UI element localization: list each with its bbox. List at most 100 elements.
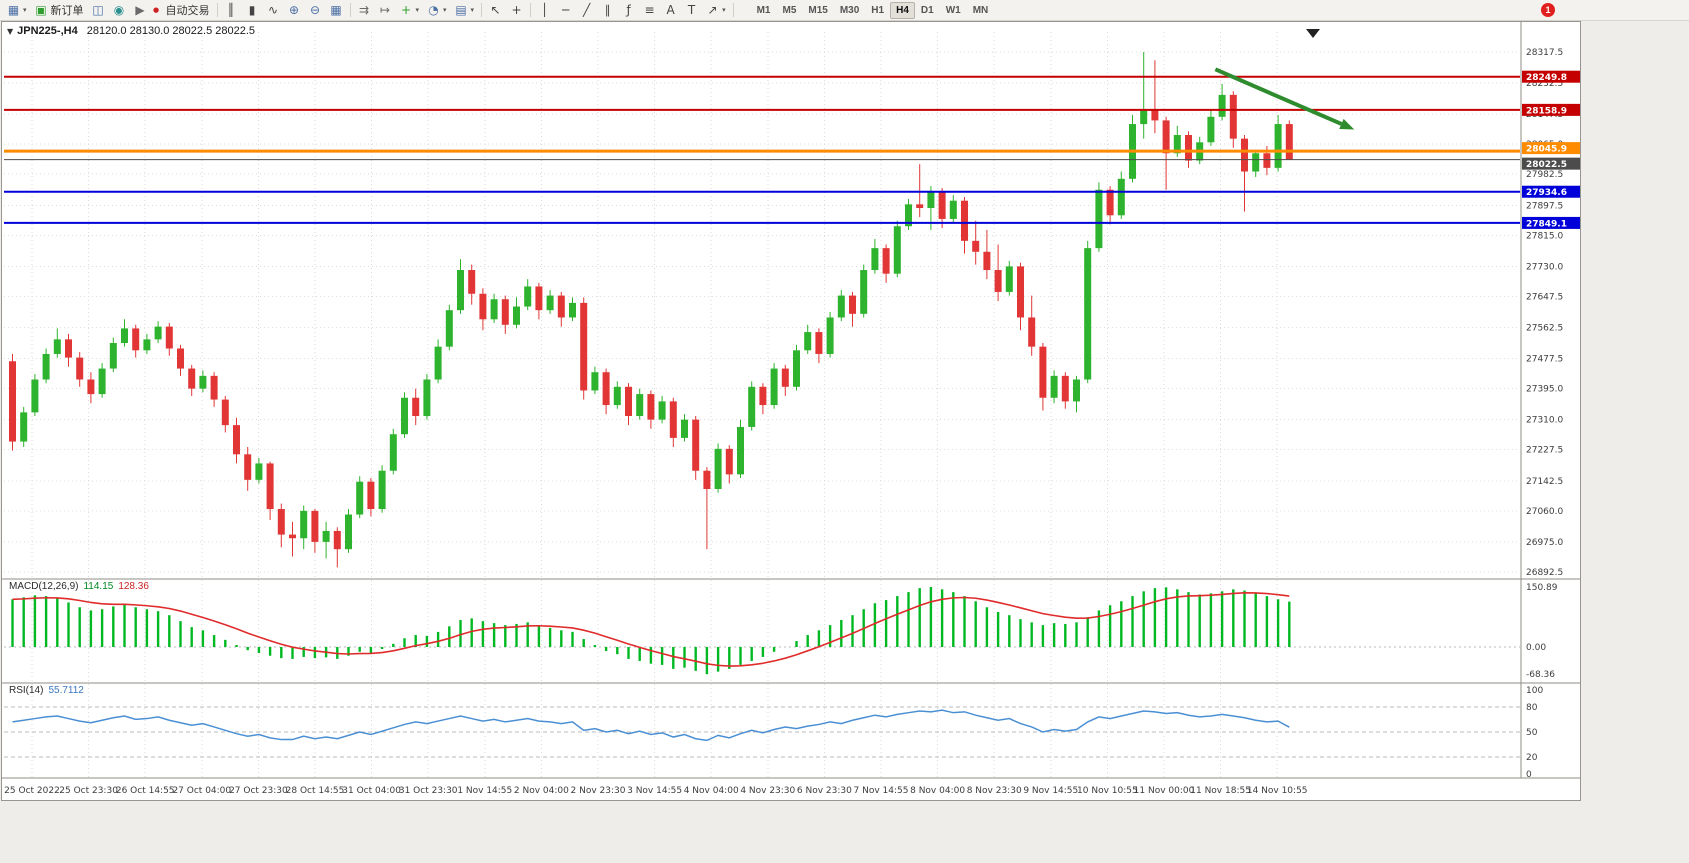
candle-body	[177, 348, 184, 369]
candle-body	[76, 357, 84, 380]
timeframe-button-d1[interactable]: D1	[920, 4, 934, 16]
candle-body	[658, 401, 666, 420]
line-chart-icon: ∿	[267, 2, 279, 17]
macd-axis-label: 150.89	[1526, 583, 1558, 593]
indicators-button[interactable]: + ▾	[396, 1, 424, 20]
candle-body	[692, 419, 700, 471]
candle-body	[1252, 153, 1260, 172]
ohlc-high: 28130.0	[129, 25, 170, 37]
chart-canvas[interactable]: 28317.528232.528147.528065.027982.527897…	[2, 22, 1580, 800]
new-order-button[interactable]: ▣ 新订单	[31, 1, 88, 20]
profiles-button[interactable]: ◫	[88, 1, 109, 20]
candle-body	[793, 350, 800, 387]
fibonacci-tool-button[interactable]: ƒ	[618, 1, 639, 20]
profiles-icon: ◫	[92, 2, 104, 17]
timeframe-button-h4[interactable]: H4	[890, 1, 915, 19]
price-tag	[1522, 70, 1580, 83]
candle-body	[401, 397, 408, 435]
candle-body	[210, 375, 218, 400]
trendline-tool-button[interactable]: ╱	[576, 1, 597, 20]
candle-body	[1173, 135, 1181, 154]
time-label: 31 Oct 23:30	[399, 786, 458, 796]
time-axis[interactable]	[2, 779, 1520, 799]
zoom-out-button[interactable]: ⊖	[305, 1, 326, 20]
toolbar-separator	[732, 3, 734, 17]
time-label: 8 Nov 23:30	[967, 786, 1022, 796]
time-label: 28 Oct 14:55	[286, 786, 345, 796]
candlestick-chart-button[interactable]: ▮	[242, 1, 263, 20]
timeframe-button-m5[interactable]: M5	[782, 4, 797, 16]
rsi-line	[12, 709, 1290, 742]
price-axis[interactable]	[1522, 22, 1580, 778]
time-label: 14 Nov 10:55	[1247, 786, 1308, 796]
price-tick-label: 27477.5	[1526, 355, 1563, 365]
time-label: 27 Oct 04:00	[172, 786, 231, 796]
candle-body	[994, 270, 1002, 292]
templates-button[interactable]: ▤ ▾	[451, 1, 479, 20]
macd-signal-value: 128.36	[118, 581, 149, 592]
tile-windows-button[interactable]: ▦	[326, 1, 347, 20]
auto-scroll-button[interactable]: ⇉	[354, 1, 375, 20]
candle-body	[949, 200, 957, 219]
new-chart-button[interactable]: ▦ ▾	[3, 1, 31, 20]
candle-body	[457, 270, 464, 311]
autotrade-button[interactable]: ▶ ● 自动交易	[130, 1, 214, 20]
timeframe-button-m30[interactable]: M30	[839, 4, 860, 16]
price-tick-label: 27982.5	[1526, 170, 1563, 180]
text-tool-button[interactable]: A	[660, 1, 681, 20]
candle-body	[1151, 109, 1159, 121]
timeframe-button-m1[interactable]: M1	[756, 4, 771, 16]
price-tag-label: 28022.5	[1526, 160, 1567, 170]
cursor-tool-button[interactable]: ↖	[485, 1, 506, 20]
toolbar-separator	[216, 3, 218, 17]
candle-body	[737, 426, 744, 475]
candle-body	[1095, 189, 1103, 249]
notification-badge[interactable]: 1	[1541, 3, 1555, 17]
timeframe-button-h1[interactable]: H1	[871, 4, 885, 16]
candle-body	[871, 248, 879, 271]
trend-arrow[interactable]	[1214, 67, 1343, 126]
rsi-axis-label: 50	[1526, 728, 1538, 738]
candle-body	[1162, 120, 1170, 154]
candle-body	[972, 240, 980, 252]
data-window-button[interactable]: ◉	[109, 1, 130, 20]
trend-arrow-head[interactable]	[1339, 118, 1355, 130]
text-label-tool-button[interactable]: T	[681, 1, 702, 20]
chevron-down-icon: ▾	[722, 6, 726, 14]
arrows-tool-button[interactable]: ↗ ▾	[702, 1, 730, 20]
rsi-axis-label: 100	[1526, 686, 1543, 696]
price-tick-label: 27897.5	[1526, 201, 1563, 211]
timeframe-button-m15[interactable]: M15	[808, 4, 828, 16]
chart-collapse-button[interactable]: ▼	[7, 27, 14, 36]
candle-body	[65, 339, 72, 358]
ohlc-open: 28120.0	[86, 25, 127, 37]
zoom-in-button[interactable]: ⊕	[284, 1, 305, 20]
chart-shift-marker[interactable]	[1306, 29, 1320, 38]
shapes-tool-button[interactable]: ≡	[639, 1, 660, 20]
vertical-line-tool-button[interactable]: │	[534, 1, 555, 20]
candle-body	[423, 379, 431, 416]
bar-chart-button[interactable]: ║	[221, 1, 242, 20]
candle-body	[109, 343, 117, 369]
price-tick-label: 26975.0	[1526, 538, 1563, 548]
channel-tool-button[interactable]: ∥	[597, 1, 618, 20]
candle-body	[602, 372, 610, 406]
candle-body	[557, 295, 565, 318]
arrows-icon: ↗	[707, 2, 718, 17]
candle-body	[535, 286, 543, 311]
horizontal-line-tool-button[interactable]: ─	[555, 1, 576, 20]
crosshair-tool-button[interactable]: +	[506, 1, 527, 20]
timeframe-button-w1[interactable]: W1	[945, 4, 961, 16]
chart-symbol-period: JPN225-,H4	[17, 25, 78, 37]
candle-body	[882, 248, 890, 274]
chart-shift-button[interactable]: ↦	[375, 1, 396, 20]
timeframe-button-mn[interactable]: MN	[972, 4, 989, 16]
periods-button[interactable]: ◔ ▾	[423, 1, 451, 20]
candle-body	[479, 293, 487, 320]
chevron-down-icon: ▾	[23, 6, 27, 14]
toolbar-separator	[481, 3, 483, 17]
time-label: 2 Nov 04:00	[514, 786, 569, 796]
line-chart-button[interactable]: ∿	[263, 1, 284, 20]
price-tag-label: 28158.9	[1526, 106, 1567, 116]
